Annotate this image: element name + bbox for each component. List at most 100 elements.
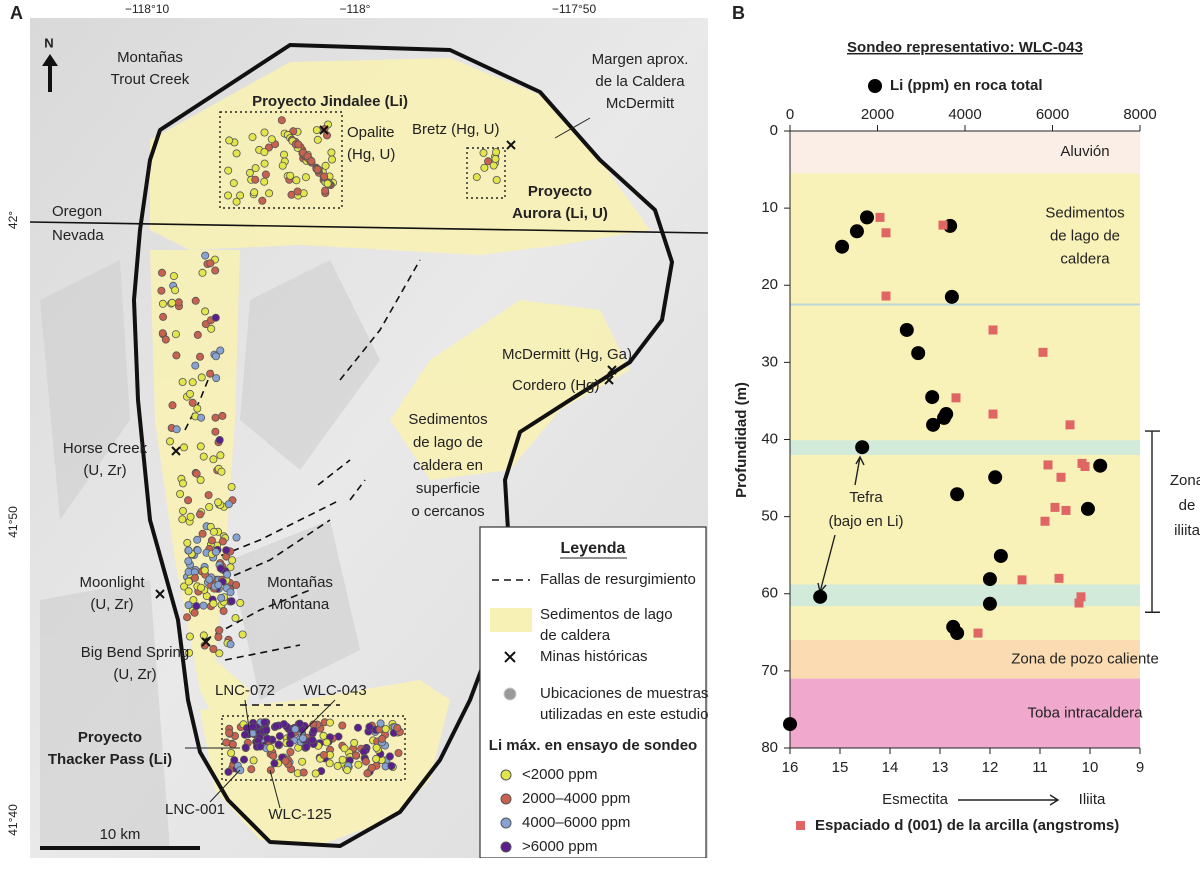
sample-dot	[171, 330, 180, 339]
sample-dot	[218, 537, 227, 546]
legend-swatch	[500, 793, 512, 805]
sample-dot	[211, 266, 220, 275]
sample-dot	[372, 743, 381, 752]
sample-dot	[158, 299, 167, 308]
map-label: Bretz (Hg, U)	[412, 121, 500, 138]
sample-dot	[192, 602, 201, 611]
sample-dot	[196, 442, 205, 451]
sample-dot	[229, 179, 238, 188]
sample-dot	[169, 272, 178, 281]
sample-dot	[217, 593, 226, 602]
panel-b: B Aluvión Sedimentos de lago de caldera Zona …	[732, 3, 1200, 834]
sample-dot	[278, 161, 287, 170]
sample-dot	[236, 191, 245, 200]
sample-dot	[193, 404, 202, 413]
sample-dot	[215, 626, 224, 635]
sample-dot	[207, 536, 216, 545]
sample-dot	[205, 502, 214, 511]
sample-dot	[172, 351, 181, 360]
sample-dot	[211, 352, 220, 361]
sample-dot	[250, 188, 259, 197]
sample-dot	[209, 599, 218, 608]
legend-label: Sedimentos de lago	[540, 606, 673, 623]
sample-dot	[223, 570, 232, 579]
sample-dot	[226, 640, 235, 649]
x2-tick-label: 14	[882, 759, 899, 776]
chart-title: Sondeo representativo: WLC-043	[847, 39, 1083, 56]
point	[1093, 458, 1108, 473]
y-tick-label: 80	[761, 739, 778, 756]
map-label: Thacker Pass (Li)	[48, 751, 172, 768]
sample-dot	[479, 148, 488, 157]
sample-dot	[192, 469, 201, 478]
y-tick-label: 60	[761, 585, 778, 602]
sample-dot	[260, 148, 269, 157]
y-tick-label: 30	[761, 353, 778, 370]
sample-dot	[217, 467, 226, 476]
zone-label: Aluvión	[1060, 143, 1109, 160]
sample-dot	[232, 197, 241, 206]
sample-dot	[240, 730, 249, 739]
point	[1065, 420, 1075, 430]
point	[973, 628, 983, 638]
x2-tick-label: 15	[832, 759, 849, 776]
sample-dot	[301, 173, 310, 182]
sample-dot	[227, 482, 236, 491]
legend-swatch	[500, 769, 512, 781]
sample-dot	[214, 633, 223, 642]
sample-dot	[480, 163, 489, 172]
sample-dot	[260, 177, 269, 186]
sample-dot	[224, 767, 233, 776]
sample-dot	[195, 352, 204, 361]
zone-label: caldera	[1060, 250, 1110, 267]
tephra-band	[790, 584, 1140, 607]
map-label: Oregon	[52, 203, 102, 220]
point	[982, 572, 997, 587]
sample-dot	[248, 722, 257, 731]
sample-dot	[307, 157, 316, 166]
legend-subtitle: Li máx. en ensayo de sondeo	[489, 737, 697, 754]
sample-dot	[197, 373, 206, 382]
sample-dot	[298, 734, 307, 743]
sample-dot	[171, 286, 180, 295]
sample-dot	[178, 506, 187, 515]
sample-dot	[205, 575, 214, 584]
sample-dot	[325, 718, 334, 727]
north-label: N	[44, 35, 53, 50]
sample-dot	[224, 166, 233, 175]
sample-dot	[157, 268, 166, 277]
sample-dot	[168, 401, 177, 410]
sample-dot	[285, 739, 294, 748]
sample-dot	[197, 583, 206, 592]
sample-dot	[279, 150, 288, 159]
sample-dot	[387, 762, 396, 771]
zone-band	[790, 131, 1140, 174]
sample-dot	[214, 498, 223, 507]
point	[835, 239, 850, 254]
sample-dot	[232, 149, 241, 158]
sample-dot	[286, 730, 295, 739]
sample-dot	[247, 765, 256, 774]
legend-label: de caldera	[540, 627, 611, 644]
panel-label: B	[732, 3, 745, 23]
point	[1074, 598, 1084, 608]
map-label: Aurora (Li, U)	[512, 205, 608, 222]
sample-dot	[292, 176, 301, 185]
sample-dot	[286, 171, 295, 180]
sample-dot	[275, 732, 284, 741]
panel-label: A	[10, 3, 23, 23]
sample-dot	[267, 135, 276, 144]
sample-dot	[174, 298, 183, 307]
sample-dot	[261, 170, 270, 179]
map-label: Proyecto	[78, 729, 142, 746]
y-tick-label: 50	[761, 508, 778, 525]
lat-label: 42°	[6, 211, 20, 229]
point	[1038, 347, 1048, 357]
annotation-arrow	[817, 455, 865, 594]
sample-dot	[351, 751, 360, 760]
sample-dot	[215, 435, 224, 444]
sample-dot	[180, 582, 189, 591]
sample-dot	[223, 191, 232, 200]
lat-label: 41°50	[6, 506, 20, 538]
